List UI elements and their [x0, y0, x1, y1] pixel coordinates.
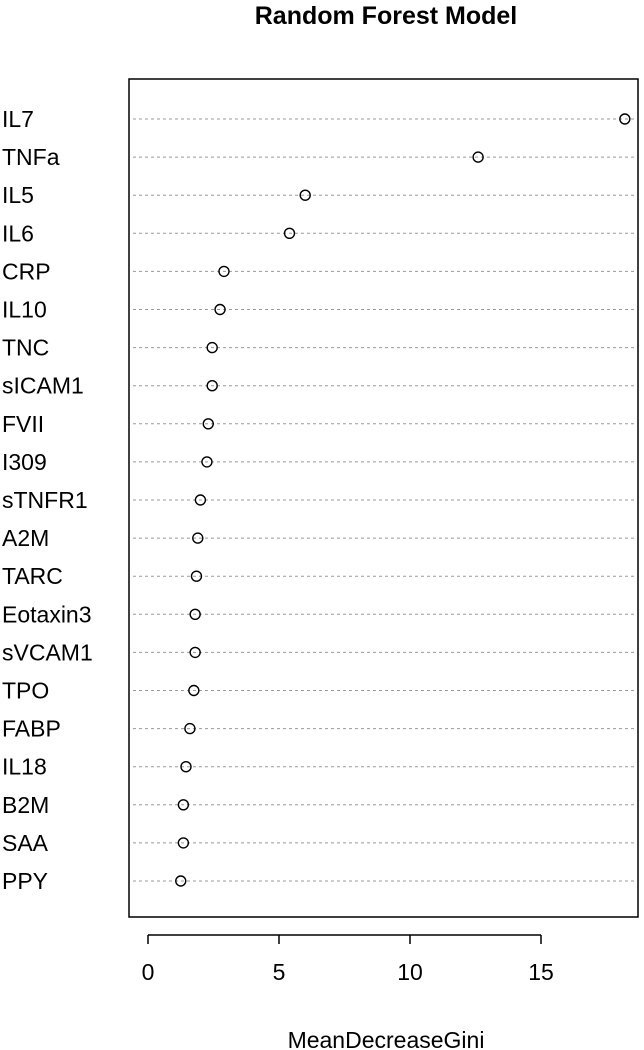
chart-title: Random Forest Model — [255, 2, 518, 30]
category-label: IL6 — [2, 220, 34, 246]
data-point — [175, 875, 187, 887]
category-label: PPY — [2, 868, 48, 894]
data-point — [472, 151, 484, 163]
category-label: IL10 — [2, 297, 47, 323]
data-point — [218, 265, 230, 278]
category-label: I309 — [2, 449, 47, 475]
data-point — [202, 418, 214, 430]
category-label: TPO — [2, 678, 49, 704]
category-label: FVII — [2, 411, 44, 437]
data-point — [206, 380, 218, 392]
category-label: FABP — [2, 716, 61, 742]
data-point — [192, 532, 204, 544]
data-point — [214, 303, 226, 316]
data-point — [180, 761, 192, 773]
data-point — [201, 456, 213, 468]
category-label: TNFa — [2, 144, 60, 170]
data-point — [283, 227, 296, 240]
data-point — [184, 722, 196, 735]
category-label: IL18 — [2, 754, 47, 780]
data-points — [175, 113, 631, 887]
data-point — [619, 113, 631, 125]
category-label: SAA — [2, 830, 49, 856]
category-label: IL7 — [2, 106, 34, 132]
plot-frame — [128, 78, 639, 918]
x-axis: 0 5 10 15 — [142, 934, 554, 985]
x-tick-label: 10 — [397, 959, 423, 985]
x-tick-label: 15 — [528, 959, 554, 985]
category-label: Eotaxin3 — [2, 601, 92, 627]
category-label: sICAM1 — [2, 373, 84, 399]
category-labels: IL7 TNFa IL5 IL6 CRP IL10 TNC sICAM1 FVII I309 sTN… — [2, 106, 93, 894]
x-tick-label: 5 — [273, 959, 286, 985]
data-point — [206, 341, 218, 354]
data-point — [177, 799, 190, 811]
category-label: sTNFR1 — [2, 487, 88, 513]
category-label: TNC — [2, 335, 49, 361]
data-point — [299, 189, 311, 201]
data-point — [194, 494, 207, 506]
data-point — [189, 608, 201, 620]
category-label: B2M — [2, 792, 49, 818]
category-label: A2M — [2, 525, 49, 551]
category-label: IL5 — [2, 182, 34, 208]
x-axis-label: MeanDecreaseGini — [288, 1027, 485, 1050]
data-point — [177, 837, 190, 849]
data-point — [188, 684, 200, 697]
x-tick-label: 0 — [142, 959, 155, 985]
category-label: CRP — [2, 258, 51, 284]
category-label: TARC — [2, 563, 63, 589]
data-point — [189, 646, 201, 659]
grid-lines — [133, 118, 636, 882]
category-label: sVCAM1 — [2, 639, 93, 665]
data-point — [190, 570, 203, 582]
